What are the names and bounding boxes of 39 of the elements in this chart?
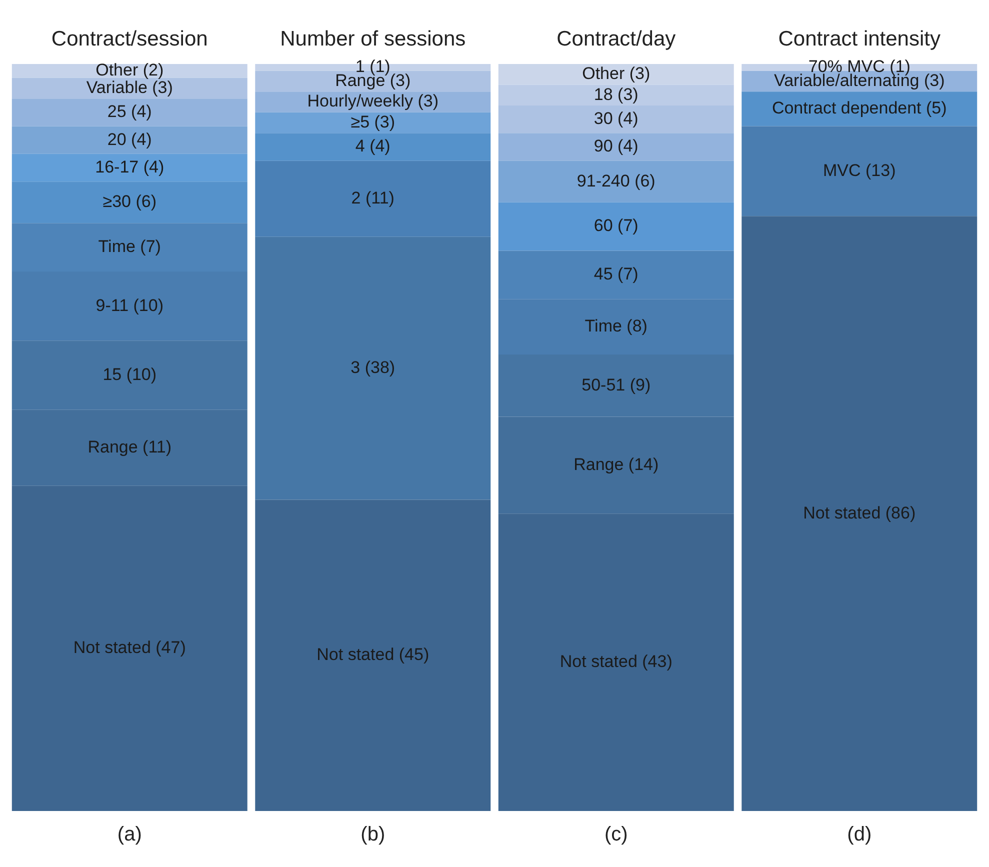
- data-label: Variable (3): [86, 78, 173, 97]
- data-label: 3 (38): [350, 358, 396, 378]
- x-tick-label: (c): [604, 824, 628, 846]
- data-label: 15 (10): [102, 364, 157, 384]
- data-label: Not stated (43): [560, 652, 672, 671]
- data-label: Range (14): [574, 454, 659, 474]
- data-label: Time (7): [98, 236, 161, 256]
- data-label: Contract dependent (5): [772, 98, 947, 118]
- data-label: Not stated (45): [316, 645, 430, 664]
- data-label: ≥30 (6): [102, 192, 156, 212]
- data-label: 16-17 (4): [95, 157, 164, 176]
- data-label: 50-51 (9): [582, 375, 651, 394]
- x-tick-label: (b): [360, 824, 386, 846]
- data-label: 45 (7): [594, 264, 638, 284]
- annotation: Number of sessions: [280, 27, 466, 50]
- data-label: 18 (3): [594, 84, 638, 104]
- data-label: 25 (4): [107, 102, 152, 122]
- data-label: 2 (11): [351, 188, 394, 208]
- data-label: 91-240 (6): [576, 171, 656, 190]
- data-label: Not stated (86): [803, 503, 916, 522]
- data-label: Other (3): [582, 64, 650, 84]
- data-label: Other (2): [96, 60, 164, 80]
- data-label: 20 (4): [107, 130, 152, 149]
- data-label: 4 (4): [355, 136, 390, 156]
- data-label: Time (8): [584, 316, 648, 336]
- annotation: Contract/session: [51, 27, 208, 50]
- x-tick-label: (d): [847, 824, 872, 846]
- data-label: MVC (13): [823, 160, 896, 180]
- annotation: Contract/day: [556, 27, 676, 50]
- data-label: 9-11 (10): [96, 296, 164, 315]
- data-label: 60 (7): [594, 216, 638, 236]
- data-label: 30 (4): [594, 109, 638, 128]
- data-label: ≥5 (3): [350, 112, 396, 132]
- data-label: Hourly/weekly (3): [307, 92, 439, 111]
- data-label: 90 (4): [594, 136, 638, 156]
- data-label: Range (11): [88, 438, 172, 457]
- annotation: Contract intensity: [778, 27, 941, 50]
- data-label: Not stated (47): [73, 638, 186, 658]
- x-tick-label: (a): [117, 824, 142, 846]
